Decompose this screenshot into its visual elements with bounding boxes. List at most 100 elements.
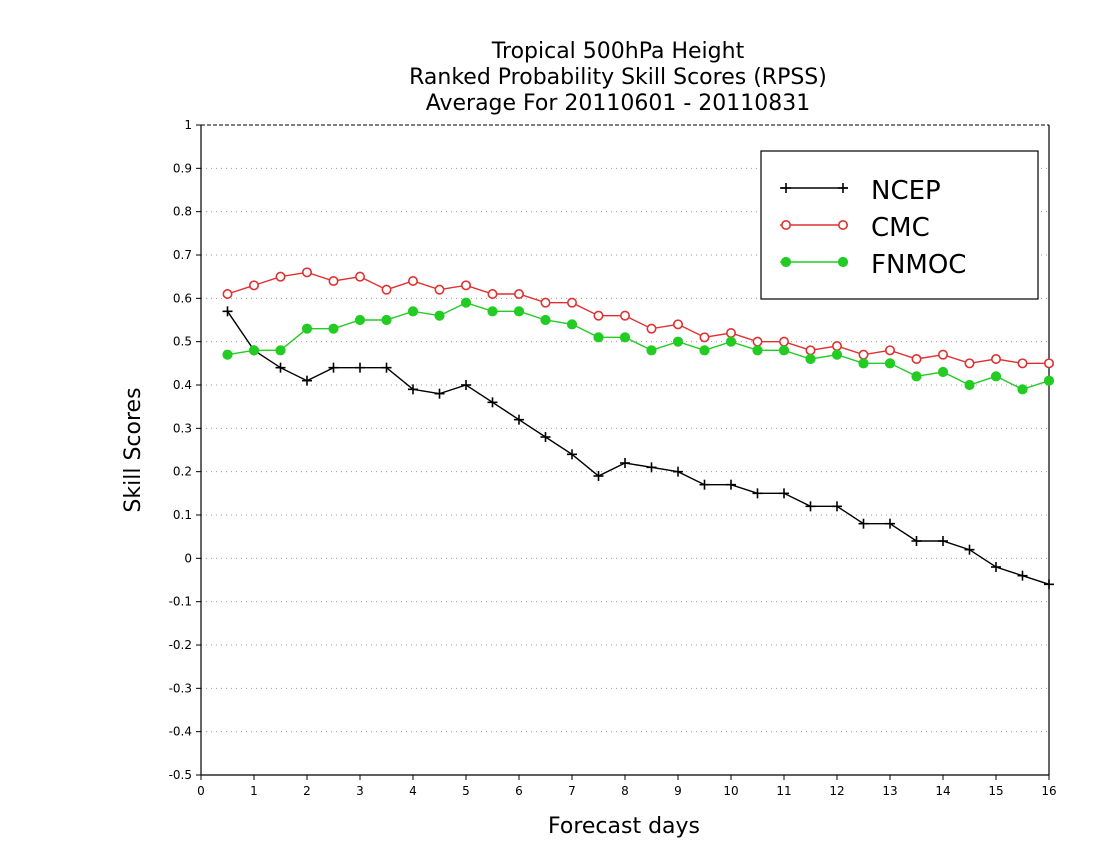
- data-point-ncep: [938, 536, 948, 546]
- y-tick-label: 0.5: [173, 335, 192, 349]
- data-point-fnmoc: [699, 345, 710, 356]
- data-point-ncep: [858, 518, 869, 529]
- data-point-cmc: [434, 284, 445, 295]
- data-point-cmc: [1044, 358, 1055, 369]
- y-tick-label: 0.8: [173, 205, 192, 219]
- data-point-fnmoc: [301, 323, 313, 334]
- series-layer: [222, 267, 1055, 590]
- legend-marker-ncep: [781, 183, 791, 193]
- legend-marker-cmc: [837, 220, 848, 231]
- y-tick-label: 1: [184, 118, 192, 132]
- data-point-cmc: [381, 284, 392, 295]
- data-point-cmc: [831, 340, 842, 351]
- y-tick-label: -0.5: [169, 768, 192, 782]
- data-point-fnmoc: [778, 345, 790, 356]
- data-point-ncep: [514, 414, 524, 425]
- data-point-cmc: [249, 280, 260, 291]
- x-tick-label: 6: [515, 784, 523, 798]
- data-point-ncep: [381, 362, 392, 373]
- legend-swatch-fnmoc: [780, 256, 849, 268]
- data-point-cmc: [222, 288, 233, 299]
- series-line-fnmoc: [227, 301, 1050, 391]
- data-point-cmc: [1017, 358, 1028, 369]
- data-point-ncep: [1044, 579, 1054, 590]
- data-point-fnmoc: [328, 323, 339, 334]
- data-point-fnmoc: [911, 371, 922, 382]
- data-point-fnmoc: [725, 336, 737, 347]
- data-point-fnmoc: [487, 306, 498, 317]
- legend-label-ncep: NCEP: [871, 176, 941, 206]
- data-point-fnmoc: [434, 310, 445, 321]
- x-tick-label: 16: [1041, 784, 1056, 798]
- data-point-ncep: [487, 397, 498, 408]
- x-tick-label: 13: [882, 784, 897, 798]
- axes: -0.5 -0.4 -0.3 -0.2 -0.1 0 0.1 0.2 0.3 0.4 0.5 0.6 0…: [169, 118, 1057, 798]
- chart-title-line-1: Tropical 500hPa Height: [491, 39, 745, 64]
- data-point-fnmoc: [964, 379, 975, 391]
- x-tick-label: 7: [568, 784, 576, 798]
- data-point-ncep: [911, 536, 922, 546]
- legend: NCEP CMC FNMOC: [760, 150, 1039, 300]
- series-line-ncep: [226, 310, 1050, 585]
- data-point-cmc: [884, 345, 895, 356]
- data-point-ncep: [434, 388, 445, 399]
- data-point-cmc: [275, 271, 286, 282]
- legend-marker-fnmoc: [780, 256, 792, 268]
- y-tick-label: -0.4: [169, 725, 192, 739]
- y-tick-label: 0.7: [173, 248, 192, 262]
- x-tick-label: 1: [250, 784, 258, 798]
- y-tick-label: 0.1: [173, 508, 192, 522]
- data-point-fnmoc: [381, 314, 392, 326]
- data-point-fnmoc: [540, 314, 551, 326]
- data-point-fnmoc: [460, 297, 472, 308]
- x-tick-label: 5: [462, 784, 470, 798]
- data-point-fnmoc: [248, 345, 260, 356]
- data-point-fnmoc: [646, 345, 657, 356]
- y-tick-label: 0.9: [173, 161, 192, 175]
- data-point-cmc: [805, 345, 816, 356]
- data-point-cmc: [990, 353, 1001, 364]
- data-point-cmc: [778, 336, 789, 347]
- x-tick-label: 4: [409, 784, 417, 798]
- data-point-ncep: [355, 362, 365, 373]
- data-point-ncep: [275, 362, 286, 373]
- y-tick-label: 0: [184, 551, 192, 565]
- data-point-ncep: [408, 384, 418, 395]
- data-point-ncep: [461, 380, 471, 390]
- data-point-fnmoc: [884, 358, 896, 369]
- data-point-ncep: [620, 458, 630, 468]
- data-point-cmc: [328, 275, 339, 286]
- data-point-cmc: [619, 310, 630, 321]
- data-point-fnmoc: [593, 332, 604, 343]
- x-tick-label: 0: [197, 784, 205, 798]
- data-point-ncep: [222, 306, 233, 317]
- data-point-cmc: [354, 271, 365, 282]
- legend-swatch-cmc: [780, 220, 848, 231]
- data-point-cmc: [646, 323, 657, 334]
- data-point-ncep: [832, 501, 842, 512]
- x-tick-label: 14: [935, 784, 950, 798]
- data-point-cmc: [937, 349, 948, 360]
- x-tick-label: 2: [303, 784, 311, 798]
- data-point-ncep: [964, 544, 975, 555]
- data-point-fnmoc: [831, 349, 843, 360]
- x-tick-label: 3: [356, 784, 364, 798]
- data-point-ncep: [726, 479, 736, 490]
- data-point-ncep: [1017, 570, 1028, 581]
- data-point-ncep: [805, 501, 816, 512]
- x-tick-label: 11: [776, 784, 791, 798]
- data-point-ncep: [302, 375, 312, 386]
- legend-marker-cmc: [780, 220, 791, 231]
- data-point-fnmoc: [566, 319, 578, 330]
- x-tick-label: 12: [829, 784, 844, 798]
- data-point-ncep: [699, 479, 710, 490]
- data-point-fnmoc: [990, 371, 1002, 382]
- data-point-cmc: [487, 288, 498, 299]
- legend-marker-ncep: [838, 183, 848, 193]
- y-axis-label: Skill Scores: [121, 387, 146, 512]
- data-point-ncep: [752, 488, 763, 499]
- data-point-ncep: [646, 462, 657, 473]
- legend-swatch-ncep: [780, 183, 848, 193]
